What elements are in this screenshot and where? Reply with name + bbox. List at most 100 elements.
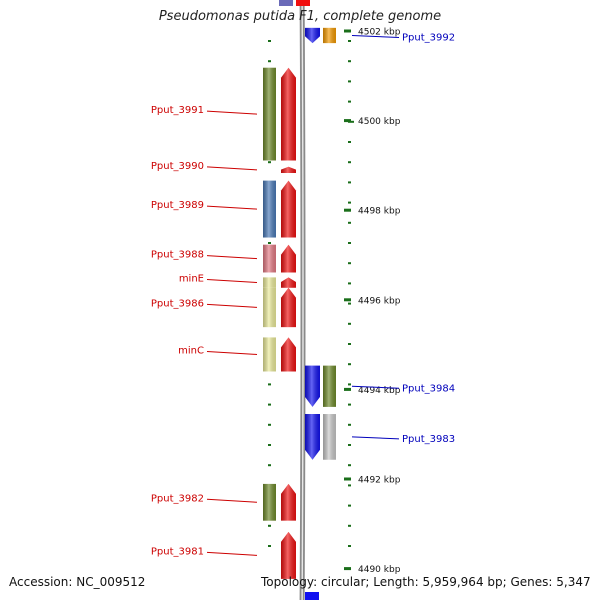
- genome-title: Pseudomonas putida F1, complete genome: [158, 9, 442, 24]
- label-leader-Pput_3992: [351, 34, 400, 38]
- cog-block-Pput_3984-shade: [323, 365, 336, 407]
- gene-label-minC: minC: [178, 345, 204, 356]
- cog-block-Pput_3982-shade: [263, 483, 276, 521]
- tick-mark-left: [268, 545, 271, 547]
- gene-label-Pput_3983: Pput_3983: [402, 434, 455, 445]
- tick-mark-left: [268, 60, 271, 63]
- tick-mark-right: [348, 545, 351, 547]
- gene-label-Pput_3988: Pput_3988: [151, 250, 204, 261]
- coordinate-tick: [344, 567, 351, 571]
- cog-block-Pput_3986-shade: [263, 287, 276, 328]
- gene-arrow-Pput_3990-shade: [281, 166, 296, 174]
- gene-arrow-Pput_3984-shade: [305, 365, 320, 407]
- coordinate-tick: [344, 298, 351, 302]
- gene-arrow-Pput_3992-shade: [305, 27, 320, 44]
- tick-mark-right: [348, 242, 351, 244]
- tick-mark-right: [348, 464, 351, 467]
- gene-arrow-Pput_3989-shade: [281, 180, 296, 238]
- cog-block-Pput_3992-shade: [323, 27, 336, 44]
- tick-mark-right: [348, 484, 351, 487]
- tick-mark-right: [348, 282, 351, 285]
- gene-label-Pput_3984: Pput_3984: [402, 383, 455, 394]
- gene-arrow-Pput_3982-shade: [281, 483, 296, 521]
- label-leader-minE: [206, 279, 258, 284]
- coordinate-tick: [344, 119, 351, 123]
- coordinate-label: 4494 kbp: [358, 386, 401, 396]
- tick-mark-left: [268, 464, 271, 467]
- backbone-highlight: [301, 0, 304, 600]
- tick-mark-left: [268, 423, 271, 426]
- gene-arrow-Pput_3981-shade: [281, 531, 296, 579]
- gene-label-minE: minE: [179, 274, 204, 285]
- tick-mark-right: [348, 262, 351, 265]
- tick-mark-right: [348, 221, 351, 224]
- offscreen-gene-top-left: [279, 0, 293, 6]
- tick-mark-right: [348, 343, 351, 345]
- tick-mark-right: [348, 423, 351, 426]
- label-leader-Pput_3984: [351, 385, 400, 389]
- cog-block-Pput_3989-shade: [263, 180, 276, 238]
- tick-mark-right: [348, 100, 351, 103]
- cog-block-Pput_3988-shade: [263, 244, 276, 273]
- tick-mark-left: [268, 403, 271, 406]
- tick-mark-left: [268, 40, 271, 42]
- cog-block-minE-shade: [263, 277, 276, 288]
- tick-mark-right: [348, 60, 351, 63]
- tick-mark-right: [348, 80, 351, 83]
- gene-label-Pput_3981: Pput_3981: [151, 546, 204, 557]
- gene-label-Pput_3992: Pput_3992: [402, 32, 455, 43]
- label-leader-Pput_3982: [206, 498, 258, 503]
- gene-arrow-Pput_3991-shade: [281, 67, 296, 161]
- tick-mark-left: [268, 444, 271, 446]
- tick-mark-right: [348, 141, 351, 143]
- label-leader-minC: [206, 350, 258, 355]
- tick-mark-right: [348, 302, 351, 305]
- tick-mark-left: [268, 161, 271, 164]
- label-leader-Pput_3983: [351, 436, 400, 440]
- label-leader-Pput_3986: [206, 303, 258, 308]
- offscreen-gene-top-right: [296, 0, 310, 6]
- tick-mark-right: [348, 40, 351, 42]
- coordinate-tick: [344, 29, 351, 33]
- coordinate-label: 4492 kbp: [358, 476, 401, 486]
- tick-mark-right: [348, 201, 351, 204]
- tick-mark-left: [268, 524, 271, 527]
- label-leader-Pput_3991: [206, 110, 258, 115]
- gene-arrow-Pput_3986-shade: [281, 287, 296, 328]
- label-leader-Pput_3981: [206, 551, 258, 556]
- label-leader-Pput_3990: [206, 166, 258, 171]
- tick-mark-right: [348, 181, 351, 184]
- coordinate-label: 4498 kbp: [358, 207, 401, 217]
- tick-mark-right: [348, 383, 351, 386]
- coordinate-tick: [344, 387, 351, 391]
- tick-mark-right: [348, 524, 351, 527]
- tick-mark-right: [348, 444, 351, 446]
- tick-mark-right: [348, 363, 351, 366]
- coordinate-tick: [344, 477, 351, 481]
- tick-mark-right: [348, 322, 351, 325]
- coordinate-label: 4502 kbp: [358, 28, 401, 38]
- gene-label-Pput_3986: Pput_3986: [151, 298, 204, 309]
- gene-label-Pput_3990: Pput_3990: [151, 161, 204, 172]
- tick-mark-left: [268, 242, 271, 244]
- tick-mark-left: [268, 383, 271, 386]
- gene-arrow-Pput_3988-shade: [281, 244, 296, 273]
- genome-summary-text: Topology: circular; Length: 5,959,964 bp…: [261, 575, 591, 589]
- gene-arrow-Pput_3983-shade: [305, 414, 320, 460]
- cog-block-Pput_3983-shade: [323, 414, 336, 460]
- tick-mark-right: [348, 161, 351, 164]
- gene-arrow-minC-shade: [281, 337, 296, 372]
- tick-mark-right: [348, 504, 351, 507]
- coordinate-label: 4500 kbp: [358, 117, 401, 127]
- gene-label-Pput_3991: Pput_3991: [151, 105, 204, 116]
- coordinate-label: 4490 kbp: [358, 565, 401, 575]
- accession-text: Accession: NC_009512: [9, 575, 146, 589]
- coordinate-label: 4496 kbp: [358, 296, 401, 306]
- coordinate-tick: [344, 208, 351, 212]
- gene-label-Pput_3989: Pput_3989: [151, 200, 204, 211]
- label-leader-Pput_3988: [206, 255, 258, 260]
- cog-block-minC-shade: [263, 337, 276, 372]
- offscreen-gene-bottom: [305, 592, 319, 600]
- cog-block-Pput_3991-shade: [263, 67, 276, 161]
- gene-label-Pput_3982: Pput_3982: [151, 493, 204, 504]
